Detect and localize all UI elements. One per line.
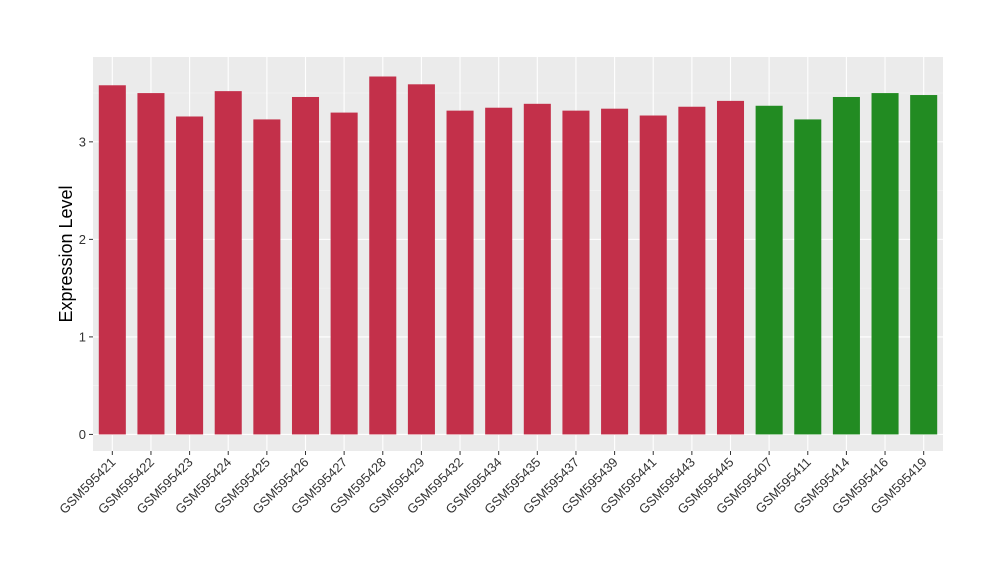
bar-GSM595437 [562, 110, 590, 435]
y-axis: 0 1 2 3 [79, 134, 93, 442]
bar-GSM595423 [176, 116, 204, 435]
y-tick-label: 0 [79, 427, 86, 442]
bar-GSM595425 [253, 119, 281, 435]
bar-GSM595429 [407, 84, 435, 435]
bars [98, 76, 938, 435]
bar-GSM595435 [523, 103, 551, 435]
x-axis: GSM595421GSM595422GSM595423GSM595424GSM5… [56, 451, 930, 517]
bar-GSM595414 [832, 96, 860, 435]
bar-GSM595407 [755, 105, 783, 435]
bar-GSM595424 [214, 91, 242, 435]
y-tick-label: 3 [79, 134, 86, 149]
y-tick-label: 2 [79, 232, 86, 247]
bar-GSM595419 [910, 95, 938, 435]
bar-GSM595443 [678, 106, 706, 435]
y-tick-label: 1 [79, 329, 86, 344]
bar-GSM595421 [98, 85, 126, 435]
bar-GSM595416 [871, 93, 899, 435]
bar-GSM595441 [639, 115, 667, 435]
bar-GSM595411 [794, 119, 822, 435]
y-axis-title: Expression Level [56, 185, 76, 322]
bar-GSM595428 [369, 76, 397, 435]
bar-GSM595426 [291, 96, 320, 435]
bar-GSM595445 [716, 100, 745, 435]
bar-GSM595422 [137, 93, 165, 435]
bar-GSM595432 [446, 110, 474, 435]
bar-GSM595434 [485, 107, 513, 435]
bar-GSM595439 [601, 108, 629, 435]
bar-GSM595427 [330, 112, 358, 435]
